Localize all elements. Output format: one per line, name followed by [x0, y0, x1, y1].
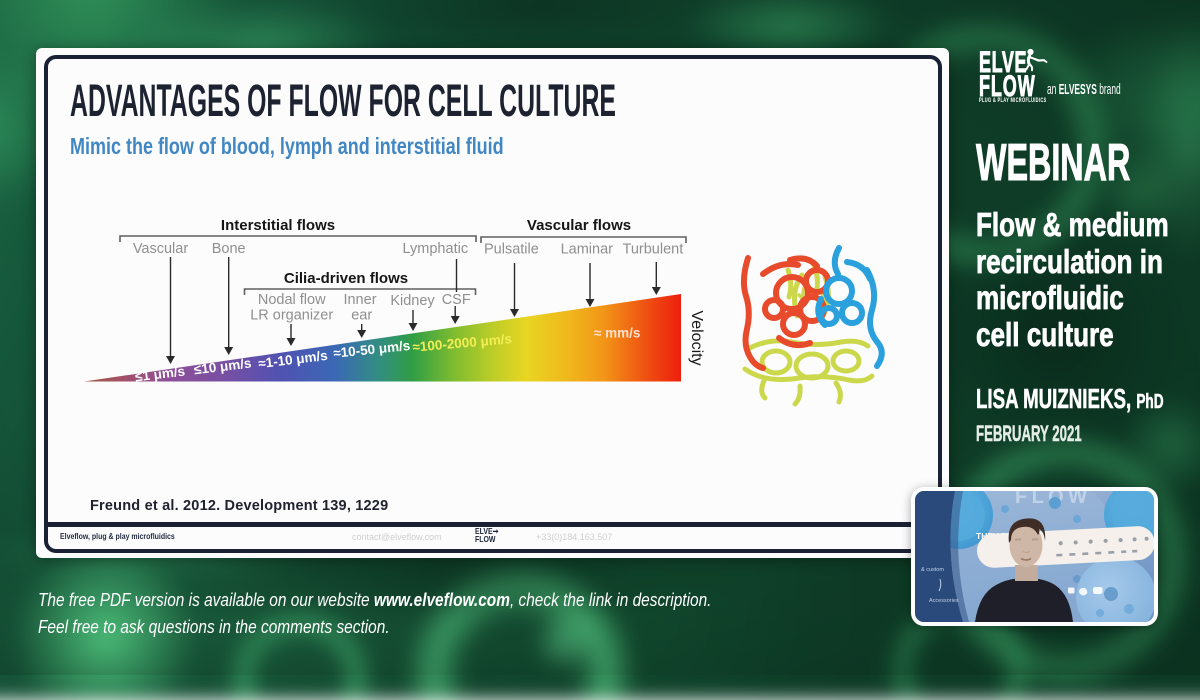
svg-text:Lymphatic: Lymphatic [403, 241, 469, 257]
svg-text:Vascular: Vascular [133, 241, 189, 257]
svg-text:LR organizer: LR organizer [250, 308, 333, 324]
svg-text:ear: ear [351, 308, 372, 324]
svg-text:Vascular flows: Vascular flows [527, 217, 631, 234]
svg-text:Bone: Bone [212, 241, 246, 257]
svg-text:Turbulent: Turbulent [623, 242, 684, 258]
svg-text:Inner: Inner [343, 292, 376, 308]
svg-text:Interstitial flows: Interstitial flows [221, 217, 335, 234]
svg-text:Cilia-driven flows: Cilia-driven flows [284, 270, 408, 287]
svg-text:CSF: CSF [442, 292, 471, 308]
svg-text:≤1 μm/s: ≤1 μm/s [134, 363, 186, 384]
svg-text:Laminar: Laminar [561, 242, 614, 258]
svg-text:Pulsatile: Pulsatile [484, 242, 539, 258]
svg-text:Kidney: Kidney [390, 293, 435, 309]
svg-text:Velocity: Velocity [688, 310, 705, 365]
svg-text:& custom: & custom [921, 567, 944, 573]
svg-text:≤10 μm/s: ≤10 μm/s [193, 355, 252, 377]
svg-text:≈ mm/s: ≈ mm/s [594, 326, 640, 341]
svg-text:Accessories: Accessories [929, 598, 959, 604]
svg-text:Nodal flow: Nodal flow [258, 292, 326, 308]
